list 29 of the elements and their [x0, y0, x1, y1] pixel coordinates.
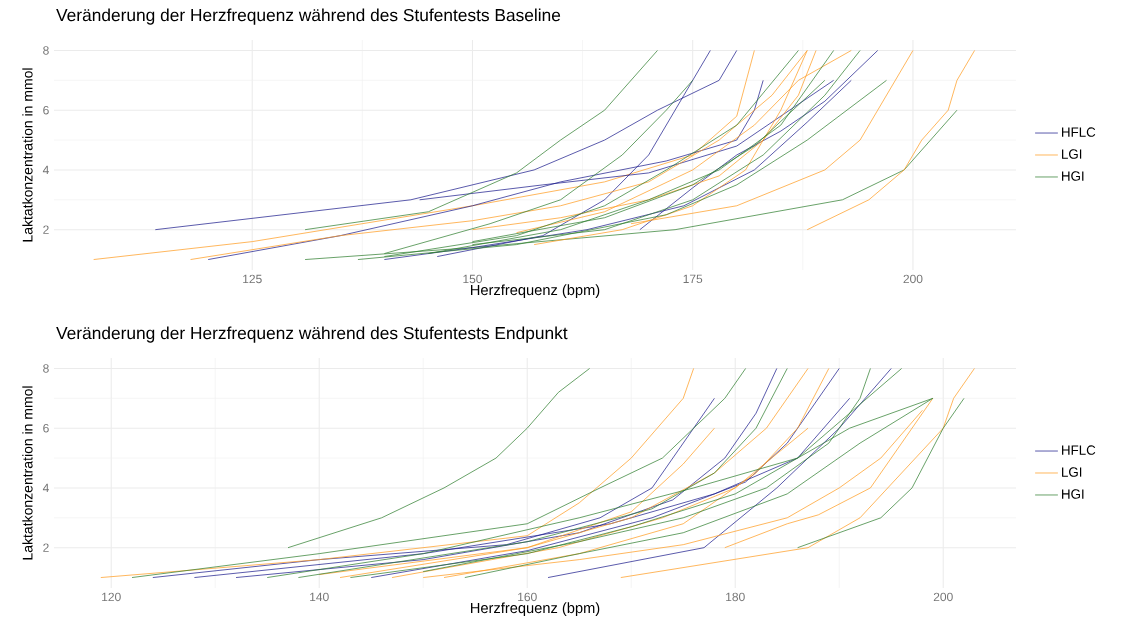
legend-label: LGI: [1062, 467, 1082, 477]
x-tick-label: 200: [903, 274, 923, 284]
y-axis-title: Laktatkonzentration in mmol: [22, 68, 33, 242]
x-tick-label: 140: [310, 592, 329, 602]
x-tick-label: 150: [463, 274, 483, 284]
x-tick-label: 175: [683, 274, 703, 284]
legend-label: HGI: [1062, 489, 1084, 499]
x-tick-label: 200: [933, 592, 953, 602]
y-tick-label: 4: [42, 483, 49, 493]
x-tick-label: 125: [243, 274, 262, 284]
legend-label: HFLC: [1062, 127, 1096, 137]
x-tick-label: 180: [726, 592, 745, 602]
legend-label: HGI: [1062, 171, 1084, 181]
x-tick-label: 160: [518, 592, 537, 602]
y-axis-title: Laktatkonzentration in mmol: [22, 386, 33, 560]
x-axis-title: Herzfrequenz (bpm): [471, 602, 600, 617]
legend-label: LGI: [1062, 149, 1082, 159]
y-tick-label: 6: [43, 423, 49, 433]
x-tick-label: 120: [102, 592, 121, 602]
y-tick-label: 6: [43, 105, 49, 115]
legend-label: HFLC: [1062, 445, 1096, 455]
y-tick-label: 8: [43, 364, 49, 373]
y-tick-label: 4: [42, 165, 49, 175]
y-tick-label: 2: [43, 543, 49, 552]
chart-title: Veränderung der Herzfrequenz während des Stufentests Baseline: [56, 8, 561, 25]
y-tick-label: 8: [43, 46, 49, 55]
x-axis-title: Herzfrequenz (bpm): [471, 284, 600, 299]
y-tick-label: 2: [43, 225, 49, 234]
chart-title: Veränderung der Herzfrequenz während des Stufentests Endpunkt: [56, 326, 568, 343]
